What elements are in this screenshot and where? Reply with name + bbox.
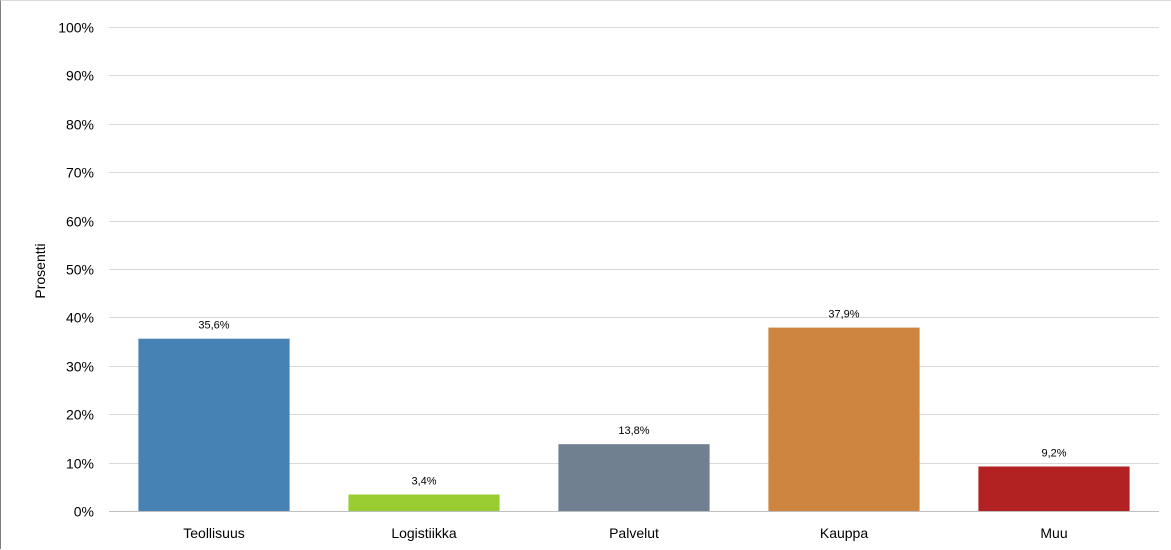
y-tick-label: 30% [66, 359, 94, 375]
y-tick-label: 60% [66, 214, 94, 230]
data-label-kauppa: 37,9% [828, 309, 859, 321]
y-tick-label: 100% [58, 20, 94, 36]
y-tick-label: 80% [66, 117, 94, 133]
y-tick-label: 20% [66, 407, 94, 423]
y-tick-label: 0% [74, 504, 94, 520]
y-tick-label: 90% [66, 68, 94, 84]
data-label-teollisuus: 35,6% [198, 320, 229, 332]
bar-palvelut [558, 444, 710, 511]
x-tick-label: Teollisuus [183, 525, 244, 541]
bar-logistiikka [348, 494, 500, 511]
data-label-muu: 9,2% [1041, 448, 1066, 460]
x-tick-label: Palvelut [609, 525, 659, 541]
x-tick-label: Logistiikka [391, 525, 457, 541]
bar-kauppa [768, 327, 920, 511]
x-tick-label: Kauppa [820, 525, 868, 541]
y-tick-label: 50% [66, 262, 94, 278]
y-axis-title: Prosentti [32, 243, 48, 298]
data-label-logistiikka: 3,4% [411, 476, 436, 488]
bar-teollisuus [138, 338, 290, 511]
data-labels: 35,6% 3,4% 13,8% 37,9% 9,2% [198, 309, 1066, 488]
y-tick-label: 10% [66, 456, 94, 472]
x-axis-categories: Teollisuus Logistiikka Palvelut Kauppa Muu [183, 525, 1067, 541]
y-axis-ticks: 0% 10% 20% 30% 40% 50% 60% 70% 80% 90% 100% [58, 20, 94, 520]
bar-muu [978, 466, 1130, 511]
data-label-palvelut: 13,8% [618, 425, 649, 437]
x-tick-label: Muu [1040, 525, 1067, 541]
y-tick-label: 70% [66, 165, 94, 181]
y-tick-label: 40% [66, 310, 94, 326]
bars [138, 327, 1130, 511]
